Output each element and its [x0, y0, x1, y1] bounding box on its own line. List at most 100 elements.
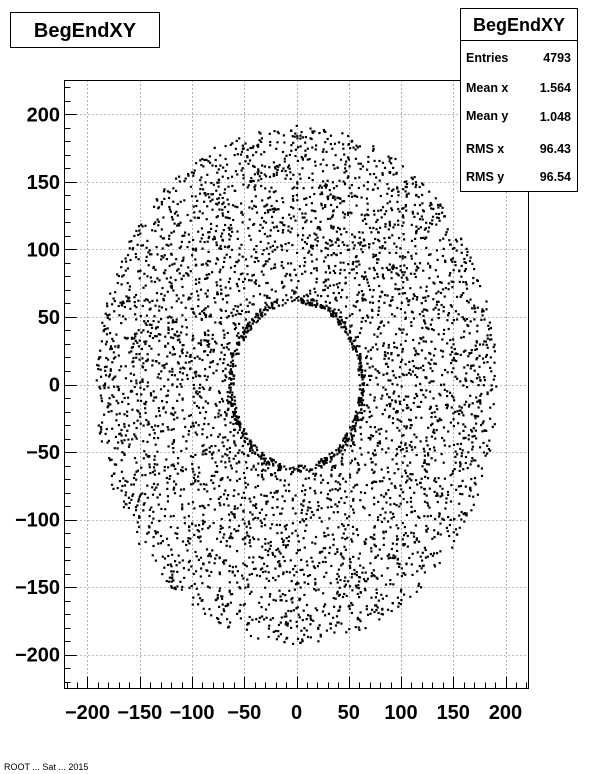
scatter-point: [267, 242, 270, 245]
scatter-point: [201, 433, 204, 436]
scatter-point: [138, 277, 141, 280]
scatter-point: [440, 281, 443, 284]
scatter-point: [364, 463, 367, 466]
scatter-point: [451, 286, 454, 289]
scatter-point: [218, 571, 221, 574]
scatter-point: [195, 162, 198, 165]
scatter-point: [352, 498, 355, 501]
scatter-point: [402, 233, 405, 236]
scatter-point: [330, 475, 333, 478]
scatter-point: [271, 458, 274, 461]
scatter-point: [178, 393, 181, 396]
scatter-point: [254, 444, 257, 447]
scatter-point: [373, 454, 376, 457]
scatter-point: [169, 351, 172, 354]
scatter-point: [449, 339, 452, 342]
scatter-point: [400, 588, 403, 591]
scatter-point: [420, 302, 423, 305]
scatter-point: [204, 292, 207, 295]
scatter-point: [193, 169, 196, 172]
scatter-point: [219, 414, 222, 417]
scatter-point: [274, 629, 277, 633]
scatter-point: [199, 383, 202, 386]
scatter-point: [417, 582, 421, 585]
scatter-point: [366, 278, 369, 281]
scatter-point: [120, 470, 123, 473]
scatter-point: [222, 503, 226, 506]
scatter-point: [313, 566, 316, 569]
scatter-point: [302, 504, 305, 507]
scatter-point: [299, 586, 302, 589]
scatter-point: [117, 275, 120, 278]
scatter-point: [477, 399, 480, 402]
scatter-point: [186, 273, 189, 276]
scatter-point: [292, 194, 295, 198]
scatter-point: [283, 500, 286, 503]
scatter-point: [389, 579, 392, 582]
scatter-point: [306, 147, 309, 150]
scatter-point: [235, 406, 238, 409]
scatter-point: [489, 366, 492, 369]
scatter-point: [324, 141, 327, 144]
scatter-point: [351, 342, 354, 345]
scatter-point: [473, 369, 476, 372]
scatter-point: [372, 256, 375, 259]
scatter-point: [285, 294, 288, 297]
scatter-point: [153, 458, 156, 461]
scatter-point: [477, 384, 480, 387]
scatter-point: [386, 372, 389, 375]
scatter-point: [345, 495, 348, 499]
scatter-point: [437, 333, 440, 336]
scatter-point: [446, 530, 449, 533]
scatter-point: [208, 525, 211, 528]
scatter-point: [385, 266, 388, 269]
scatter-point: [124, 318, 127, 321]
scatter-point: [316, 302, 319, 305]
scatter-point: [434, 415, 437, 418]
scatter-point: [358, 628, 361, 631]
scatter-point: [228, 238, 231, 241]
scatter-point: [209, 386, 212, 389]
scatter-point: [224, 374, 227, 377]
scatter-point: [343, 227, 346, 230]
scatter-point: [276, 130, 279, 133]
scatter-point: [211, 457, 214, 460]
scatter-point: [146, 496, 149, 499]
scatter-point: [416, 570, 419, 573]
scatter-point: [134, 339, 137, 342]
scatter-point: [136, 521, 139, 524]
scatter-point: [171, 367, 174, 370]
scatter-point: [399, 502, 402, 505]
scatter-point: [322, 289, 325, 292]
scatter-point: [296, 234, 300, 237]
scatter-point: [275, 147, 278, 150]
scatter-point: [395, 272, 398, 275]
scatter-point: [296, 134, 299, 137]
scatter-point: [327, 533, 330, 537]
scatter-point: [242, 147, 245, 150]
scatter-point: [128, 300, 131, 303]
scatter-point: [176, 203, 179, 206]
scatter-point: [334, 624, 338, 627]
scatter-point: [227, 210, 230, 213]
scatter-point: [367, 406, 370, 409]
scatter-point: [331, 243, 334, 246]
scatter-point: [459, 295, 462, 298]
scatter-point: [285, 537, 288, 540]
scatter-point: [213, 235, 216, 238]
scatter-point: [397, 223, 400, 226]
scatter-point: [446, 390, 449, 393]
scatter-point: [264, 313, 267, 316]
scatter-point: [283, 641, 286, 644]
scatter-point: [473, 306, 476, 310]
scatter-point: [135, 478, 138, 481]
scatter-point: [487, 324, 490, 327]
scatter-point: [136, 504, 139, 507]
scatter-point: [391, 417, 395, 420]
scatter-point: [449, 391, 452, 394]
scatter-point: [364, 244, 367, 247]
scatter-point: [399, 247, 402, 250]
scatter-point: [376, 272, 379, 275]
scatter-point: [403, 271, 406, 274]
scatter-point: [103, 324, 106, 327]
